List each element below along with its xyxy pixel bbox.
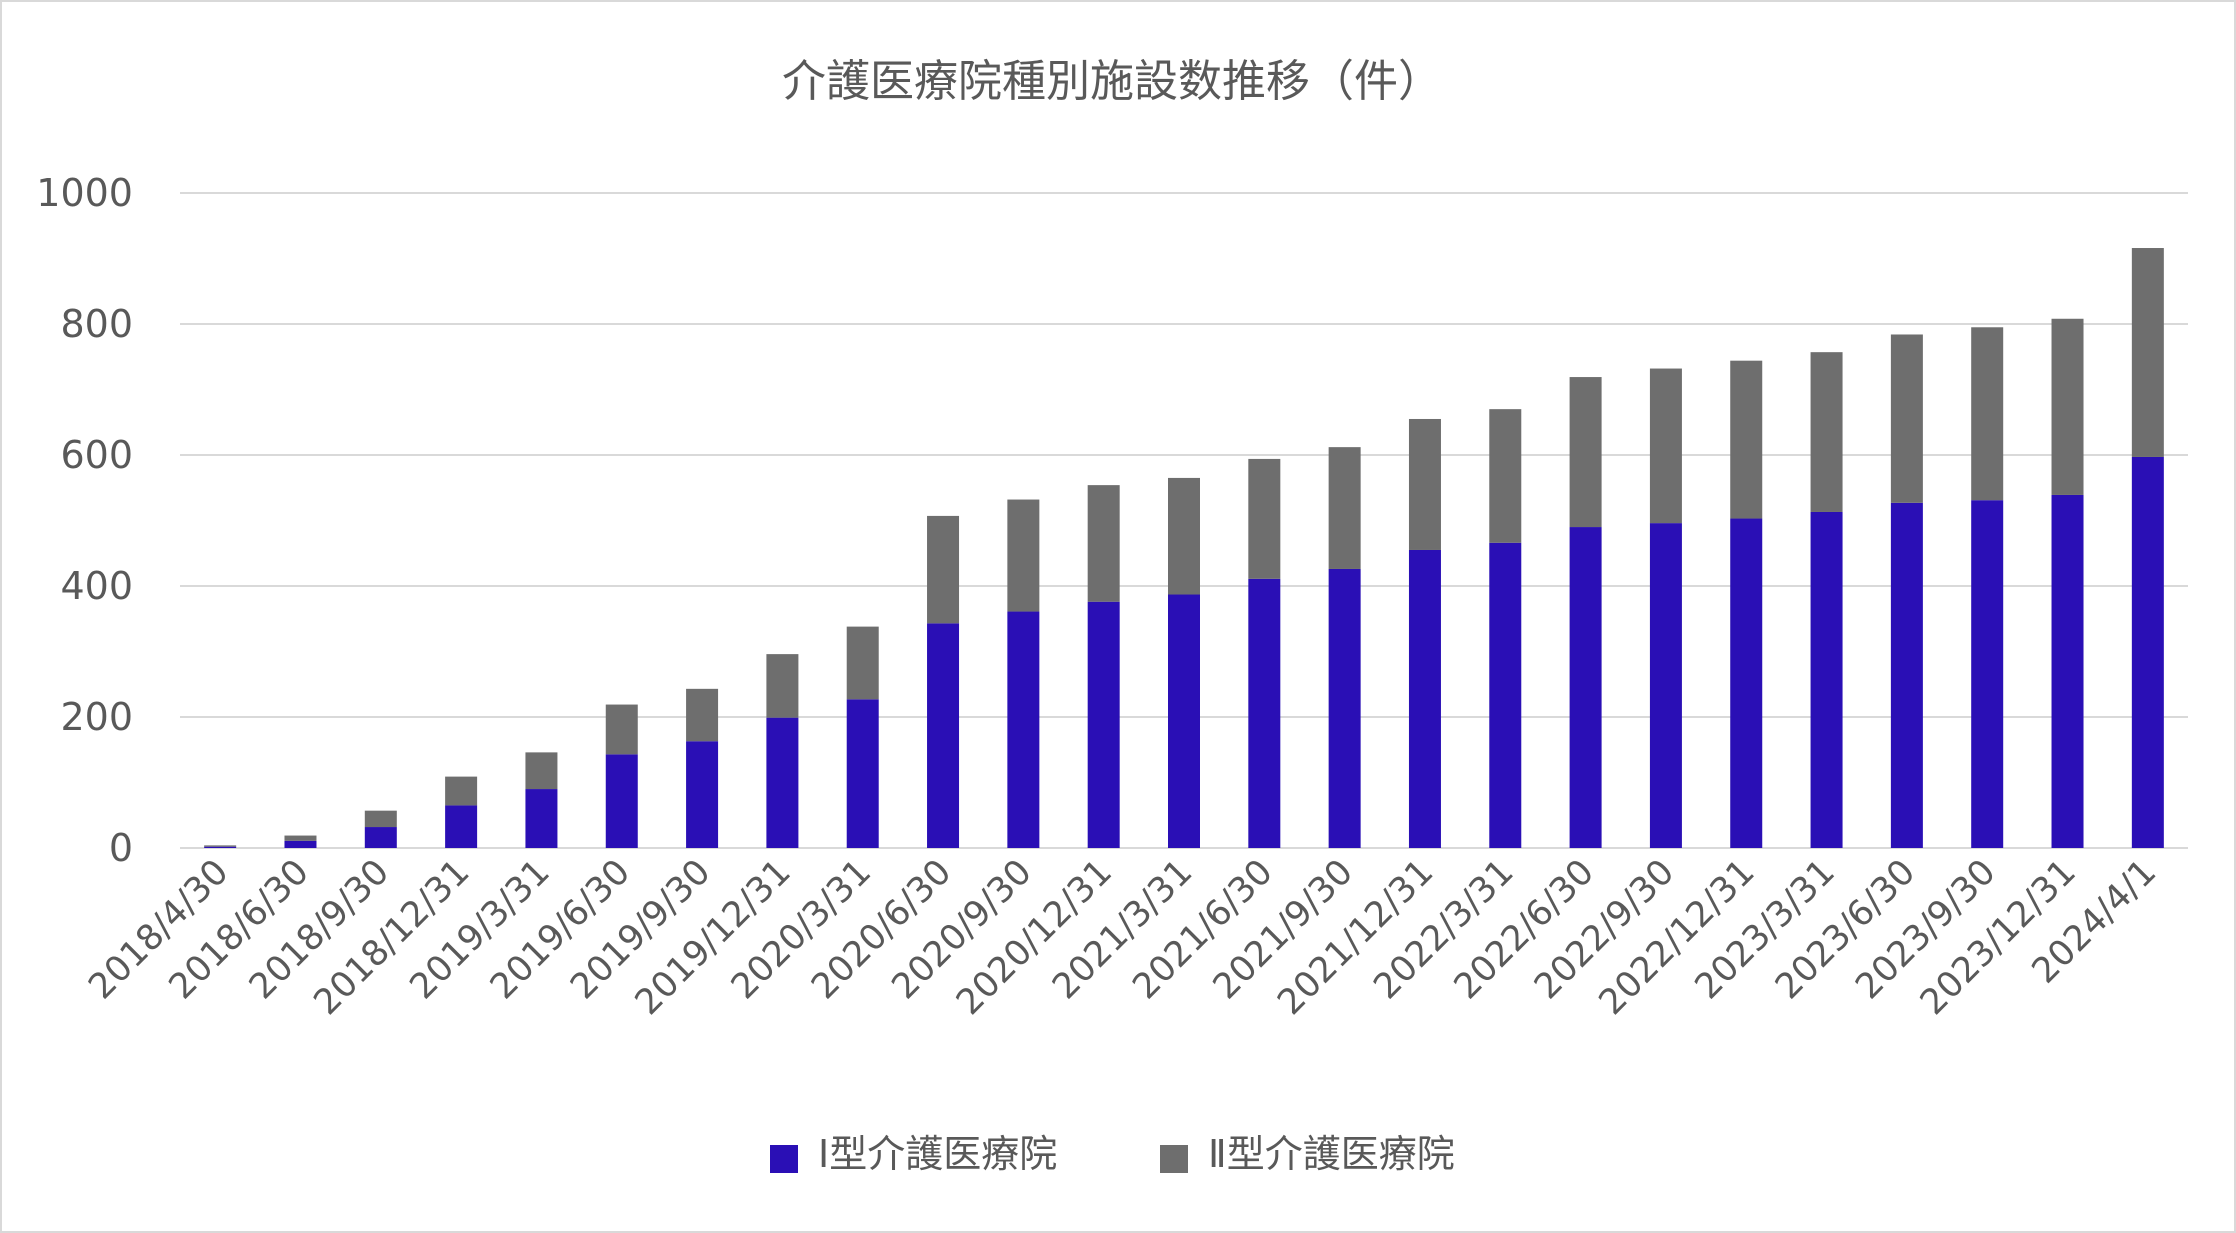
y-tick-label: 400 [60,564,133,608]
bar-segment-series-2 [766,654,799,718]
bar-segment-series-1 [686,741,719,848]
bar-segment-series-2 [445,776,478,806]
y-axis: 0 200 400 600 800 1000 [36,171,133,870]
bars [204,248,2164,848]
bar-segment-series-2 [1408,418,1441,550]
legend-swatch [770,1145,798,1173]
bar-segment-series-2 [1730,360,1763,519]
bar-segment-series-1 [1971,500,2004,848]
bar-segment-series-1 [927,623,960,848]
y-tick-label: 0 [109,826,133,870]
bar-segment-series-1 [284,840,317,848]
bar-segment-series-1 [1248,578,1281,848]
bar-segment-series-2 [1489,409,1522,543]
bar-segment-series-1 [1890,502,1923,848]
bar-segment-series-1 [1087,601,1120,848]
bar-segment-series-2 [1890,334,1923,503]
bar-segment-series-1 [1489,542,1522,848]
bar-segment-series-1 [1408,549,1441,848]
x-axis: 2018/4/302018/6/302018/9/302018/12/31201… [81,852,2164,1023]
bar-segment-series-2 [2051,318,2084,495]
bar-segment-series-2 [1569,377,1602,528]
bar-segment-series-1 [1007,611,1040,848]
bar-segment-series-1 [1328,568,1361,848]
bar-segment-series-2 [1087,485,1120,602]
bar-segment-series-2 [525,752,558,790]
legend-label: Ⅰ型介護医療院 [818,1132,1057,1176]
bar-segment-series-2 [2131,248,2164,457]
bar-segment-series-1 [1810,511,1843,848]
bar-segment-series-2 [364,810,397,828]
bar-segment-series-2 [1971,327,2004,501]
bar-segment-series-1 [1569,527,1602,848]
bar-segment-series-1 [1649,523,1682,848]
bar-segment-series-1 [525,789,558,848]
bar-segment-series-1 [445,805,478,848]
bar-segment-series-1 [204,846,237,848]
bar-segment-series-2 [1810,352,1843,512]
y-tick-label: 200 [60,695,133,739]
bar-segment-series-1 [766,717,799,848]
bar-segment-series-2 [927,515,960,624]
bar-segment-series-1 [605,754,638,848]
bar-segment-series-1 [846,699,879,848]
y-tick-label: 600 [60,433,133,477]
bar-segment-series-1 [1168,594,1200,848]
bar-segment-series-2 [284,835,317,841]
chart-title: 介護医療院種別施設数推移（件） [782,56,1442,107]
bar-segment-series-2 [605,704,638,755]
bar-segment-series-1 [2131,456,2164,848]
y-tick-label: 800 [60,302,133,346]
bar-segment-series-1 [364,827,397,848]
bar-segment-series-2 [1007,499,1040,612]
legend-label: Ⅱ型介護医療院 [1208,1132,1455,1176]
bar-segment-series-2 [1328,447,1361,569]
bar-segment-series-2 [1248,458,1281,579]
bar-segment-series-2 [1649,368,1682,524]
bar-segment-series-2 [686,688,719,742]
bar-segment-series-1 [2051,494,2084,848]
legend: Ⅰ型介護医療院 Ⅱ型介護医療院 [770,1132,1455,1176]
y-tick-label: 1000 [36,171,133,215]
bar-segment-series-1 [1730,518,1763,848]
bar-segment-series-2 [846,626,879,700]
legend-swatch [1160,1145,1188,1173]
bar-segment-series-2 [204,845,237,847]
bar-segment-series-2 [1168,477,1200,595]
